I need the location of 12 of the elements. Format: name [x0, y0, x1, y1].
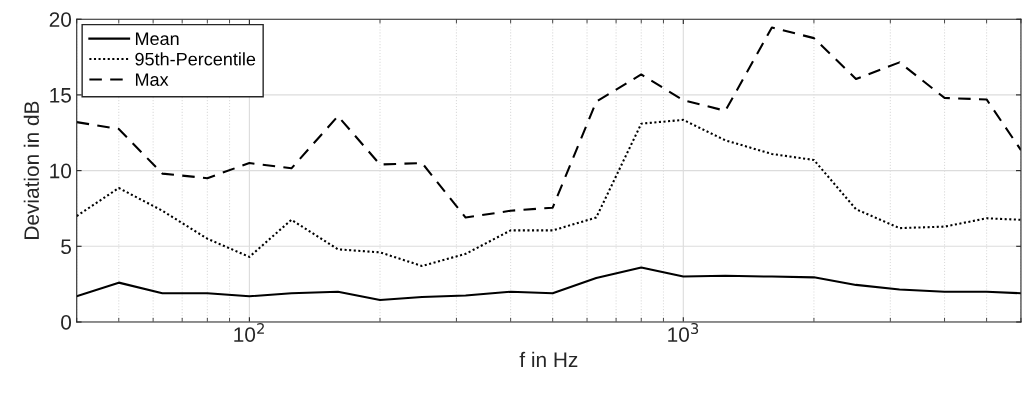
y-tick-label: 0	[61, 315, 72, 330]
y-axis-title: Deviation in dB	[23, 101, 40, 239]
x-tick-label: 10$^{3}$	[668, 323, 699, 342]
legend-label: Mean	[135, 32, 179, 46]
y-tick-label: 15	[50, 88, 71, 103]
y-tick-label: 5	[61, 239, 71, 255]
x-axis-title: f in Hz	[519, 351, 578, 367]
legend-label: 95th-Percentile	[135, 52, 256, 66]
y-tick-label: 20	[49, 12, 72, 27]
x-tick-label: 10$^{2}$	[234, 323, 264, 342]
legend-label: Max	[135, 73, 169, 86]
y-tick-label: 10	[50, 163, 72, 179]
